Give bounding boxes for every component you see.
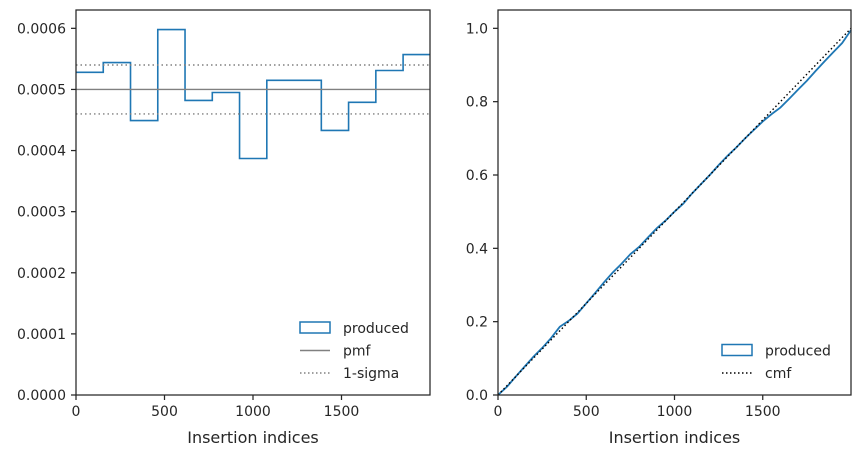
produced-cumulative-line bbox=[497, 29, 852, 396]
y-tick-label: 0.0003 bbox=[17, 205, 66, 221]
legend-key bbox=[299, 321, 331, 334]
y-tick-label: 0.0000 bbox=[17, 388, 66, 404]
histogram-axes-frame bbox=[75, 9, 431, 396]
legend-key bbox=[721, 343, 753, 357]
cumulative-panel: 0 500 1000 1500 0.0 0.2 0.4 0.6 0.8 1.0 Insertion… bbox=[466, 9, 852, 447]
x-tick-label: 1000 bbox=[235, 404, 271, 420]
x-tick-label: 0 bbox=[494, 404, 503, 420]
y-tick-label: 0.2 bbox=[466, 315, 488, 331]
y-tick-label: 0.0006 bbox=[17, 21, 66, 37]
cumulative-x-axis-label: Insertion indices bbox=[609, 428, 741, 447]
produced-step-line bbox=[76, 28, 430, 160]
cumulative-legend: produced cmf bbox=[721, 343, 831, 382]
y-tick-label: 0.0001 bbox=[17, 327, 66, 343]
histogram-legend: produced pmf 1-sigma bbox=[299, 321, 409, 382]
y-tick-label: 0.0 bbox=[466, 388, 488, 404]
histogram-x-axis-label: Insertion indices bbox=[187, 428, 319, 447]
y-tick-label: 0.0005 bbox=[17, 82, 66, 98]
legend-label: 1-sigma bbox=[343, 366, 399, 382]
x-tick-label: 1500 bbox=[745, 404, 781, 420]
legend-label: pmf bbox=[343, 344, 372, 360]
cumulative-marks bbox=[497, 27, 852, 396]
cumulative-ticks: 0 500 1000 1500 0.0 0.2 0.4 0.6 0.8 1.0 bbox=[466, 21, 781, 420]
histogram-panel: 0 500 1000 1500 0.0000 0.0001 0.0002 0.0003 0.00… bbox=[17, 9, 431, 447]
y-tick-label: 0.6 bbox=[466, 168, 488, 184]
histogram-marks bbox=[76, 28, 430, 160]
x-tick-label: 1000 bbox=[657, 404, 693, 420]
x-tick-label: 1500 bbox=[324, 404, 360, 420]
y-tick-label: 0.4 bbox=[466, 241, 488, 257]
legend-label: produced bbox=[765, 344, 831, 360]
y-tick-label: 1.0 bbox=[466, 21, 488, 37]
y-tick-label: 0.0002 bbox=[17, 266, 66, 282]
y-tick-label: 0.8 bbox=[466, 95, 488, 111]
legend-label: cmf bbox=[765, 366, 792, 382]
y-tick-label: 0.0004 bbox=[17, 144, 66, 160]
x-tick-label: 500 bbox=[151, 404, 178, 420]
histogram-ticks: 0 500 1000 1500 0.0000 0.0001 0.0002 0.0003 0.00… bbox=[17, 21, 359, 420]
legend-label: produced bbox=[343, 321, 409, 337]
x-tick-label: 0 bbox=[72, 404, 81, 420]
x-tick-label: 500 bbox=[573, 404, 600, 420]
cmf-line bbox=[497, 27, 852, 396]
